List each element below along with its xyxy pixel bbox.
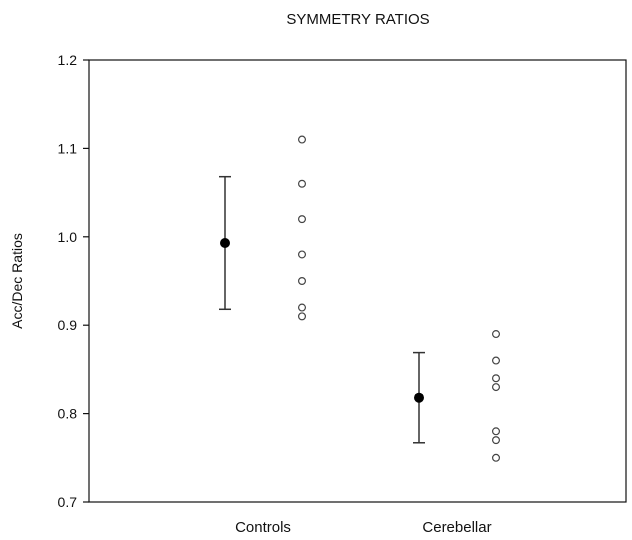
data-marks <box>219 135 501 462</box>
y-tick-label: 1.1 <box>58 140 78 156</box>
data-point <box>492 436 501 445</box>
chart-title: SYMMETRY RATIOS <box>286 11 429 28</box>
y-tick-label: 0.9 <box>58 317 78 333</box>
data-point <box>492 383 501 392</box>
x-axis-ticks: Controls Cerebellar <box>235 519 492 536</box>
y-tick-label: 0.7 <box>58 494 78 510</box>
y-axis-label: Acc/Dec Ratios <box>9 233 25 329</box>
x-tick-label: Controls <box>235 519 291 535</box>
data-point <box>298 250 307 259</box>
mean-marker <box>414 392 424 403</box>
x-tick-label: Cerebellar <box>422 519 491 535</box>
y-tick-label: 0.8 <box>58 406 78 422</box>
data-point <box>492 427 501 436</box>
data-point <box>298 312 307 321</box>
data-point <box>492 330 501 339</box>
y-axis-ticks: 0.7 0.8 0.9 1.0 1.1 1.2 <box>58 52 89 510</box>
data-point <box>492 374 501 383</box>
y-tick-label: 1.2 <box>58 52 78 68</box>
mean-marker <box>220 237 230 248</box>
data-point <box>492 453 501 462</box>
y-tick-label: 1.0 <box>58 229 78 245</box>
data-point <box>298 303 307 312</box>
data-point <box>492 356 501 365</box>
data-point <box>298 135 307 144</box>
plot-frame <box>88 59 627 503</box>
data-point <box>298 277 307 286</box>
data-point <box>298 179 307 188</box>
data-point <box>298 215 307 224</box>
